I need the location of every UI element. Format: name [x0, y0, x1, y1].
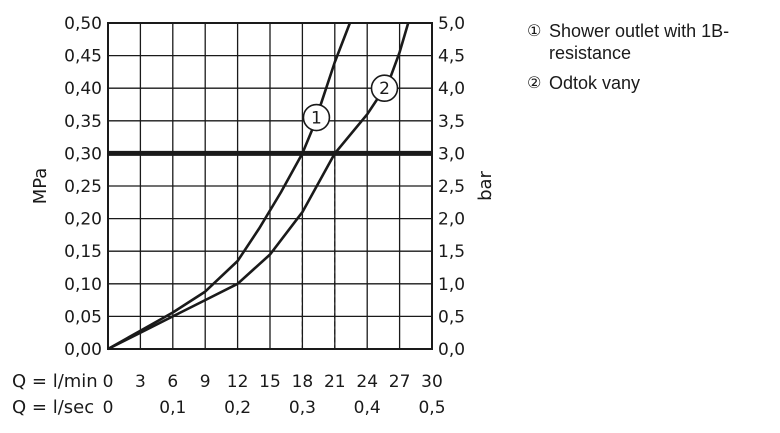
y-tick-label-right: 5,0 — [438, 14, 465, 34]
series-marker-circle-1 — [302, 103, 331, 132]
x-tick-label-lmin: 6 — [167, 372, 178, 392]
y-axis-label-right: bar — [475, 170, 496, 200]
y-tick-label-left: 0,30 — [64, 144, 102, 164]
x-tick-label-lmin: 12 — [227, 372, 249, 392]
x-tick-label-lmin: 30 — [421, 372, 443, 392]
legend-label-2: Odtok vany — [549, 73, 641, 93]
y-tick-label-right: 2,5 — [438, 177, 465, 197]
y-tick-label-left: 0,20 — [64, 210, 102, 230]
series-line-1 — [107, 22, 352, 351]
y-tick-label-left: 0,50 — [64, 14, 102, 34]
y-tick-label-right: 1,0 — [438, 275, 465, 295]
y-tick-label-left: 0,45 — [64, 47, 102, 67]
x-tick-label-lmin: 3 — [135, 372, 146, 392]
x-tick-label-lsec: 0,2 — [224, 398, 251, 418]
x-tick-label-lmin: 18 — [292, 372, 314, 392]
tick-labels: 0,000,050,100,150,200,250,300,350,400,45… — [64, 14, 465, 418]
y-tick-label-left: 0,35 — [64, 112, 102, 132]
x-axis-label-lmin: Q = l/min — [12, 371, 98, 392]
x-tick-label-lmin: 0 — [103, 372, 114, 392]
reference-lines — [108, 150, 432, 349]
y-tick-label-right: 3,0 — [438, 144, 465, 164]
series-marker-label-1: 1 — [311, 109, 322, 129]
x-tick-label-lsec: 0,5 — [418, 398, 445, 418]
x-axis-label-lsec: Q = l/sec — [12, 397, 94, 418]
x-tick-label-lmin: 9 — [200, 372, 211, 392]
y-tick-label-left: 0,15 — [64, 242, 102, 262]
y-tick-label-right: 4,5 — [438, 47, 465, 67]
x-tick-label-lmin: 21 — [324, 372, 346, 392]
y-tick-label-left: 0,10 — [64, 275, 102, 295]
y-tick-label-left: 0,25 — [64, 177, 102, 197]
plot-frame — [107, 22, 433, 350]
grid — [107, 22, 433, 350]
y-axis-label-left: MPa — [30, 168, 51, 205]
legend-label-1: Shower outlet with 1B-resistance — [549, 21, 730, 63]
legend: ① Shower outlet with 1B-resistance ② Odt… — [527, 20, 777, 102]
legend-item-1: ① Shower outlet with 1B-resistance — [527, 20, 777, 64]
y-tick-label-right: 4,0 — [438, 79, 465, 99]
y-tick-label-right: 0,5 — [438, 307, 465, 327]
legend-item-2: ② Odtok vany — [527, 72, 777, 94]
x-tick-label-lmin: 15 — [259, 372, 281, 392]
x-tick-label-lmin: 24 — [356, 372, 378, 392]
series-layer: 12 — [107, 22, 410, 351]
series-marker-label-2: 2 — [379, 79, 390, 99]
legend-marker-1: ① — [527, 21, 542, 40]
y-tick-label-left: 0,00 — [64, 340, 102, 360]
y-tick-label-right: 2,0 — [438, 210, 465, 230]
x-tick-label-lsec: 0,4 — [354, 398, 381, 418]
y-tick-label-left: 0,40 — [64, 79, 102, 99]
y-tick-label-left: 0,05 — [64, 307, 102, 327]
x-tick-label-lmin: 27 — [389, 372, 411, 392]
y-tick-label-right: 1,5 — [438, 242, 465, 262]
x-tick-label-lsec: 0,1 — [159, 398, 186, 418]
x-tick-label-lsec: 0,3 — [289, 398, 316, 418]
series-marker-circle-2 — [370, 74, 399, 102]
x-tick-label-lsec: 0 — [103, 398, 114, 418]
legend-marker-2: ② — [527, 73, 542, 92]
y-tick-label-right: 3,5 — [438, 112, 465, 132]
y-tick-label-right: 0,0 — [438, 340, 465, 360]
